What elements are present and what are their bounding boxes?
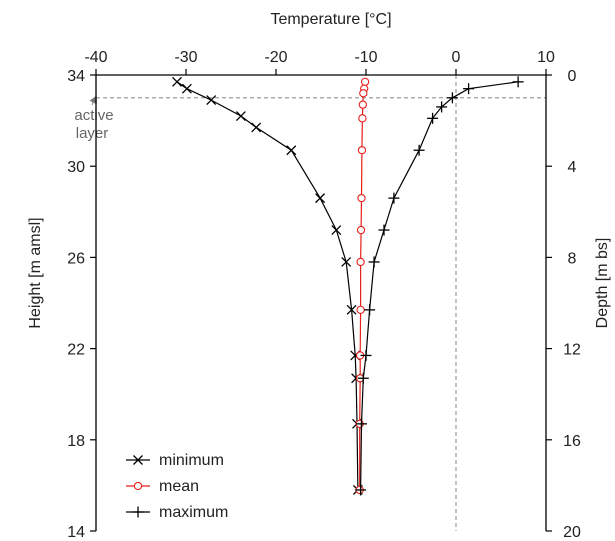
data-point-minimum <box>172 76 182 87</box>
series-line-mean <box>359 81 366 490</box>
y-axis-right: 0 4 8 12 16 20 <box>546 68 581 541</box>
x-tick-label: -40 <box>84 49 107 66</box>
y-left-tick-label: 34 <box>67 68 85 85</box>
x-tick-label: -30 <box>174 49 197 66</box>
legend-item-mean: mean <box>126 478 199 495</box>
y-right-tick-label: 16 <box>563 433 581 450</box>
annotation-text-line: active <box>74 107 113 124</box>
data-point-mean <box>360 77 370 86</box>
y-left-tick-label: 22 <box>67 342 85 359</box>
data-point-mean <box>356 257 365 267</box>
legend-label: maximum <box>159 504 228 521</box>
y-left-tick-label: 14 <box>67 524 85 541</box>
y-left-tick-label: 26 <box>67 250 85 267</box>
legend-label: mean <box>159 478 199 495</box>
data-point-mean <box>356 225 366 235</box>
data-point-minimum <box>251 122 262 133</box>
data-point-minimum <box>181 83 192 94</box>
data-point-mean <box>359 89 368 98</box>
data-point-minimum <box>235 111 246 121</box>
data-point-minimum <box>286 145 297 156</box>
data-point-minimum <box>206 95 217 106</box>
x-tick-label: -10 <box>354 49 377 66</box>
x-tick-label: -20 <box>264 49 287 66</box>
series-mean <box>355 77 370 495</box>
x-axis-title: Temperature [°C] <box>270 11 391 28</box>
data-point-mean <box>357 193 366 203</box>
x-tick-label: 10 <box>537 49 555 66</box>
data-point-minimum <box>331 225 342 235</box>
data-point-minimum <box>341 257 352 267</box>
y-axis-left: 14 18 22 26 30 34 <box>67 68 96 541</box>
x-axis-top: -40 -30 -20 -10 0 10 <box>84 49 555 75</box>
x-tick-label: 0 <box>452 49 461 66</box>
y-left-tick-label: 30 <box>67 159 85 176</box>
legend-marker <box>133 481 143 491</box>
y-right-tick-label: 20 <box>563 524 581 541</box>
series-minimum <box>172 76 363 495</box>
series-line-maximum <box>360 81 519 491</box>
data-point-mean <box>356 305 365 314</box>
y-right-tick-label: 0 <box>568 68 577 85</box>
y-left-tick-label: 18 <box>67 433 85 450</box>
active-layer-annotation: active layer <box>74 95 114 142</box>
legend: minimum mean maximum <box>126 452 228 521</box>
annotation-arrow <box>89 95 97 106</box>
data-point-mean <box>358 100 367 109</box>
legend-label: minimum <box>159 452 224 469</box>
y-axis-left-title: Height [m amsl] <box>27 217 44 328</box>
series-layer <box>172 76 524 496</box>
y-right-tick-label: 8 <box>568 250 577 267</box>
data-point-mean <box>357 146 367 155</box>
data-point-minimum <box>315 193 326 204</box>
legend-item-maximum: maximum <box>126 504 228 521</box>
legend-item-minimum: minimum <box>126 452 224 469</box>
y-axis-right-title: Depth [m bs] <box>594 238 611 329</box>
data-point-mean <box>358 114 367 123</box>
series-line-minimum <box>176 81 359 491</box>
y-right-tick-label: 12 <box>563 342 581 359</box>
y-right-tick-label: 4 <box>568 159 577 176</box>
annotation-text-line: layer <box>76 125 109 142</box>
series-maximum <box>355 76 524 496</box>
legend-marker <box>133 455 143 465</box>
data-point-minimum <box>346 304 357 315</box>
